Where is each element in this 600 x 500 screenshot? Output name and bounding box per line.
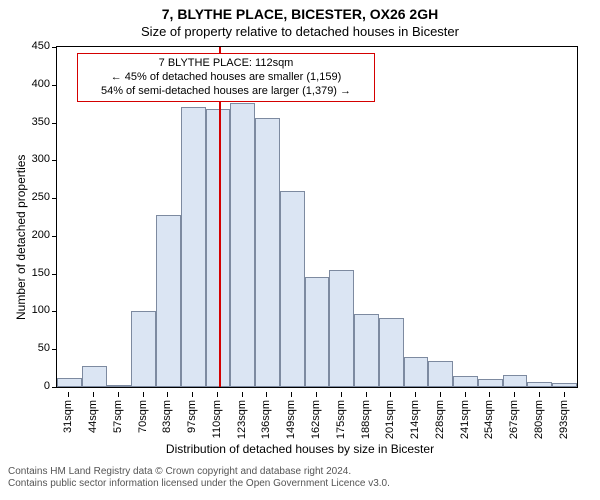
x-tick xyxy=(341,392,342,397)
x-tick-label: 241sqm xyxy=(459,400,471,439)
x-tick-label: 280sqm xyxy=(533,400,545,439)
y-tick xyxy=(52,236,57,237)
x-tick-label: 70sqm xyxy=(137,400,149,433)
y-tick-label: 50 xyxy=(0,342,50,354)
chart-subtitle: Size of property relative to detached ho… xyxy=(0,24,600,39)
histogram-bar xyxy=(107,385,132,387)
x-tick xyxy=(440,392,441,397)
y-tick xyxy=(52,85,57,86)
x-tick-label: 162sqm xyxy=(310,400,322,439)
y-tick-label: 300 xyxy=(0,153,50,165)
footer-line-1: Contains HM Land Registry data © Crown c… xyxy=(8,466,592,478)
histogram-bar xyxy=(428,361,453,387)
y-tick-label: 100 xyxy=(0,304,50,316)
y-tick xyxy=(52,387,57,388)
x-tick xyxy=(266,392,267,397)
address-title: 7, BLYTHE PLACE, BICESTER, OX26 2GH xyxy=(0,6,600,22)
y-tick-label: 400 xyxy=(0,78,50,90)
x-tick-label: 267sqm xyxy=(508,400,520,439)
callout-line-3: 54% of semi-detached houses are larger (… xyxy=(81,85,371,99)
histogram-bar xyxy=(255,118,280,387)
x-tick xyxy=(93,392,94,397)
x-tick-label: 188sqm xyxy=(360,400,372,439)
callout-box: 7 BLYTHE PLACE: 112sqm← 45% of detached … xyxy=(77,53,375,102)
x-tick xyxy=(118,392,119,397)
y-tick-label: 0 xyxy=(0,380,50,392)
x-tick-label: 123sqm xyxy=(236,400,248,439)
y-tick xyxy=(52,123,57,124)
x-tick xyxy=(564,392,565,397)
y-tick xyxy=(52,47,57,48)
histogram-bar xyxy=(156,215,181,387)
x-tick xyxy=(143,392,144,397)
y-tick xyxy=(52,274,57,275)
x-tick xyxy=(539,392,540,397)
attribution-footer: Contains HM Land Registry data © Crown c… xyxy=(0,462,600,494)
histogram-bar xyxy=(404,357,429,387)
x-tick xyxy=(192,392,193,397)
histogram-bar xyxy=(206,109,231,387)
y-tick-label: 350 xyxy=(0,116,50,128)
y-tick xyxy=(52,311,57,312)
histogram-bar xyxy=(57,378,82,387)
x-tick xyxy=(465,392,466,397)
callout-line-1: 7 BLYTHE PLACE: 112sqm xyxy=(81,57,371,71)
x-tick xyxy=(316,392,317,397)
x-tick-label: 57sqm xyxy=(112,400,124,433)
histogram-bar xyxy=(82,366,107,387)
plot-area: 7 BLYTHE PLACE: 112sqm← 45% of detached … xyxy=(56,46,578,388)
histogram-bar xyxy=(379,318,404,388)
x-tick-labels: 31sqm 44sqm 57sqm 70sqm 83sqm 97sqm 110sqm 123s… xyxy=(56,392,576,442)
callout-line-2: ← 45% of detached houses are smaller (1,… xyxy=(81,71,371,85)
x-tick xyxy=(242,392,243,397)
x-tick-label: 254sqm xyxy=(483,400,495,439)
histogram-bar xyxy=(329,270,354,387)
x-tick-label: 97sqm xyxy=(186,400,198,433)
x-tick xyxy=(415,392,416,397)
histogram-bar xyxy=(552,383,577,387)
x-tick xyxy=(167,392,168,397)
x-tick xyxy=(366,392,367,397)
histogram-bar xyxy=(131,311,156,387)
x-tick-label: 228sqm xyxy=(434,400,446,439)
x-axis-label: Distribution of detached houses by size … xyxy=(0,442,600,456)
y-tick xyxy=(52,160,57,161)
x-tick-label: 149sqm xyxy=(285,400,297,439)
x-tick xyxy=(217,392,218,397)
x-tick-label: 293sqm xyxy=(558,400,570,439)
x-tick-label: 110sqm xyxy=(211,400,223,438)
y-tick-label: 150 xyxy=(0,267,50,279)
x-tick-label: 201sqm xyxy=(384,400,396,439)
x-tick-label: 175sqm xyxy=(335,400,347,439)
histogram-bar xyxy=(503,375,528,387)
x-tick-label: 214sqm xyxy=(409,400,421,439)
histogram-bar xyxy=(478,379,503,387)
y-tick-labels: 050100150200250300350400450 xyxy=(0,46,54,386)
x-tick-label: 44sqm xyxy=(87,400,99,433)
histogram-bar xyxy=(453,376,478,387)
x-tick-label: 83sqm xyxy=(161,400,173,433)
histogram-bar xyxy=(280,191,305,387)
x-tick-label: 136sqm xyxy=(260,400,272,439)
chart-container: 7, BLYTHE PLACE, BICESTER, OX26 2GH Size… xyxy=(0,0,600,500)
x-tick xyxy=(68,392,69,397)
histogram-bar xyxy=(527,382,552,387)
y-tick-label: 200 xyxy=(0,229,50,241)
histogram-bar xyxy=(305,277,330,387)
y-tick xyxy=(52,349,57,350)
y-tick xyxy=(52,198,57,199)
x-tick xyxy=(489,392,490,397)
y-tick-label: 250 xyxy=(0,191,50,203)
x-tick xyxy=(291,392,292,397)
x-tick xyxy=(390,392,391,397)
y-tick-label: 450 xyxy=(0,40,50,52)
histogram-bar xyxy=(181,107,206,387)
histogram-bar xyxy=(230,103,255,387)
x-tick xyxy=(514,392,515,397)
x-tick-label: 31sqm xyxy=(62,400,74,433)
footer-line-2: Contains public sector information licen… xyxy=(8,478,592,490)
histogram-bar xyxy=(354,314,379,387)
